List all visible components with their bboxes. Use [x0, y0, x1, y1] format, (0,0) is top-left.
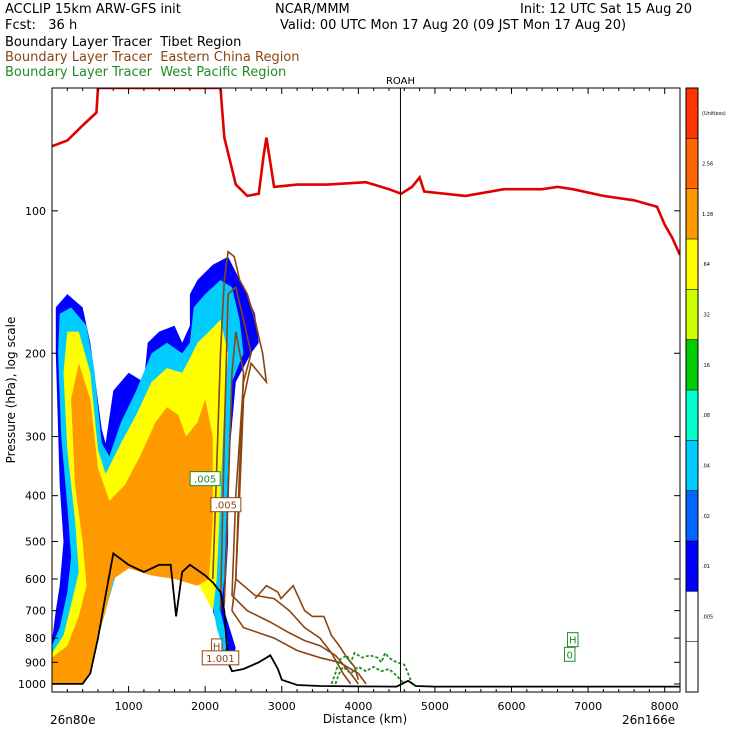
x-tick-label-0: 1000 — [115, 700, 143, 713]
model-title: ACCLIP 15km ARW-GFS init — [5, 2, 181, 17]
y-tick-label-8: 900 — [25, 656, 46, 669]
x-tick-label-2: 3000 — [268, 700, 296, 713]
tracer-shading-3 — [52, 363, 213, 684]
y-tick-label-3: 400 — [25, 490, 46, 503]
contour-label-0: .005 — [194, 475, 216, 486]
x-tick-label-3: 4000 — [344, 700, 372, 713]
y-tick-label-1: 200 — [25, 347, 46, 360]
right-endpoint-label: 26n166e — [622, 713, 675, 727]
center-label: NCAR/MMM — [275, 2, 350, 17]
colorbar-segment-1 — [686, 591, 698, 642]
colorbar-label-8: 1.28 — [702, 212, 713, 218]
y-tick-label-5: 600 — [25, 573, 46, 586]
colorbar-label-7: .64 — [702, 262, 710, 268]
colorbar-label-9: 2.56 — [702, 162, 713, 168]
x-axis-title: Distance (km) — [323, 712, 407, 726]
init-label: Init: 12 UTC Sat 15 Aug 20 — [520, 2, 693, 17]
colorbar-label-3: .04 — [702, 464, 710, 470]
tracer-label-west-pacific: Boundary Layer Tracer West Pacific Regio… — [5, 65, 287, 80]
x-tick-label-5: 6000 — [498, 700, 526, 713]
tracer-label-tibet: Boundary Layer Tracer Tibet Region — [5, 35, 242, 50]
contour-label-4: H — [569, 636, 577, 647]
contour-label-box-0 — [189, 471, 221, 487]
contour-label-5: 0 — [567, 650, 573, 661]
contour-label-box-1 — [210, 497, 242, 513]
contour-label-box-4 — [567, 632, 579, 648]
tracer-label-eastern-china: Boundary Layer Tracer Eastern China Regi… — [5, 50, 300, 65]
y-axis-title: Pressure (hPa), log scale — [4, 317, 18, 464]
colorbar-segment-9 — [686, 188, 698, 239]
x-tick-label-1: 2000 — [191, 700, 219, 713]
valid-time: Valid: 00 UTC Mon 17 Aug 20 (09 JST Mon … — [280, 18, 627, 33]
y-tick-label-4: 500 — [25, 536, 46, 549]
left-endpoint-label: 26n80e — [50, 713, 96, 727]
colorbar-label-1: .01 — [702, 564, 710, 570]
contour-label-1: .005 — [215, 501, 237, 512]
colorbar-segment-0 — [686, 641, 698, 692]
contour-label-3: 1.001 — [206, 654, 235, 665]
y-tick-label-0: 100 — [25, 205, 46, 218]
colorbar-segment-8 — [686, 239, 698, 290]
y-tick-label-6: 700 — [25, 605, 46, 618]
contour-label-2: H — [213, 642, 221, 653]
roah-marker-label: ROAH — [386, 76, 415, 87]
colorbar-segment-2 — [686, 541, 698, 592]
colorbar-segment-7 — [686, 289, 698, 340]
eastern-china-contour-0 — [212, 250, 367, 685]
colorbar-label-2: .02 — [702, 514, 710, 520]
forecast-hour: Fcst: 36 h — [5, 18, 78, 33]
colorbar-label-4: .08 — [702, 413, 710, 419]
colorbar-label-6: .32 — [702, 313, 710, 319]
colorbar-segment-10 — [686, 138, 698, 189]
eastern-china-contour-2 — [223, 331, 352, 685]
plot-frame — [51, 87, 681, 693]
west-pacific-contour-1 — [334, 665, 405, 685]
x-tick-label-4: 5000 — [421, 700, 449, 713]
colorbar-segment-5 — [686, 390, 698, 441]
tropopause-line — [52, 88, 680, 256]
eastern-china-contour-3 — [254, 584, 360, 681]
y-tick-label-2: 300 — [25, 431, 46, 444]
x-tick-label-7: 8000 — [651, 700, 679, 713]
colorbar-segment-3 — [686, 490, 698, 541]
contour-label-box-3 — [201, 650, 240, 666]
colorbar-segment-6 — [686, 339, 698, 390]
colorbar-label-10: (Unitless) — [702, 111, 726, 117]
colorbar-label-5: .16 — [702, 363, 710, 369]
colorbar-top-segment — [686, 88, 698, 139]
contour-label-box-5 — [563, 646, 576, 662]
eastern-china-contour-1 — [219, 285, 359, 685]
colorbar-label-0: .005 — [702, 615, 713, 621]
x-tick-label-6: 7000 — [574, 700, 602, 713]
y-tick-label-7: 800 — [25, 632, 46, 645]
y-tick-label-9: 1000 — [18, 678, 46, 691]
colorbar-segment-4 — [686, 440, 698, 491]
